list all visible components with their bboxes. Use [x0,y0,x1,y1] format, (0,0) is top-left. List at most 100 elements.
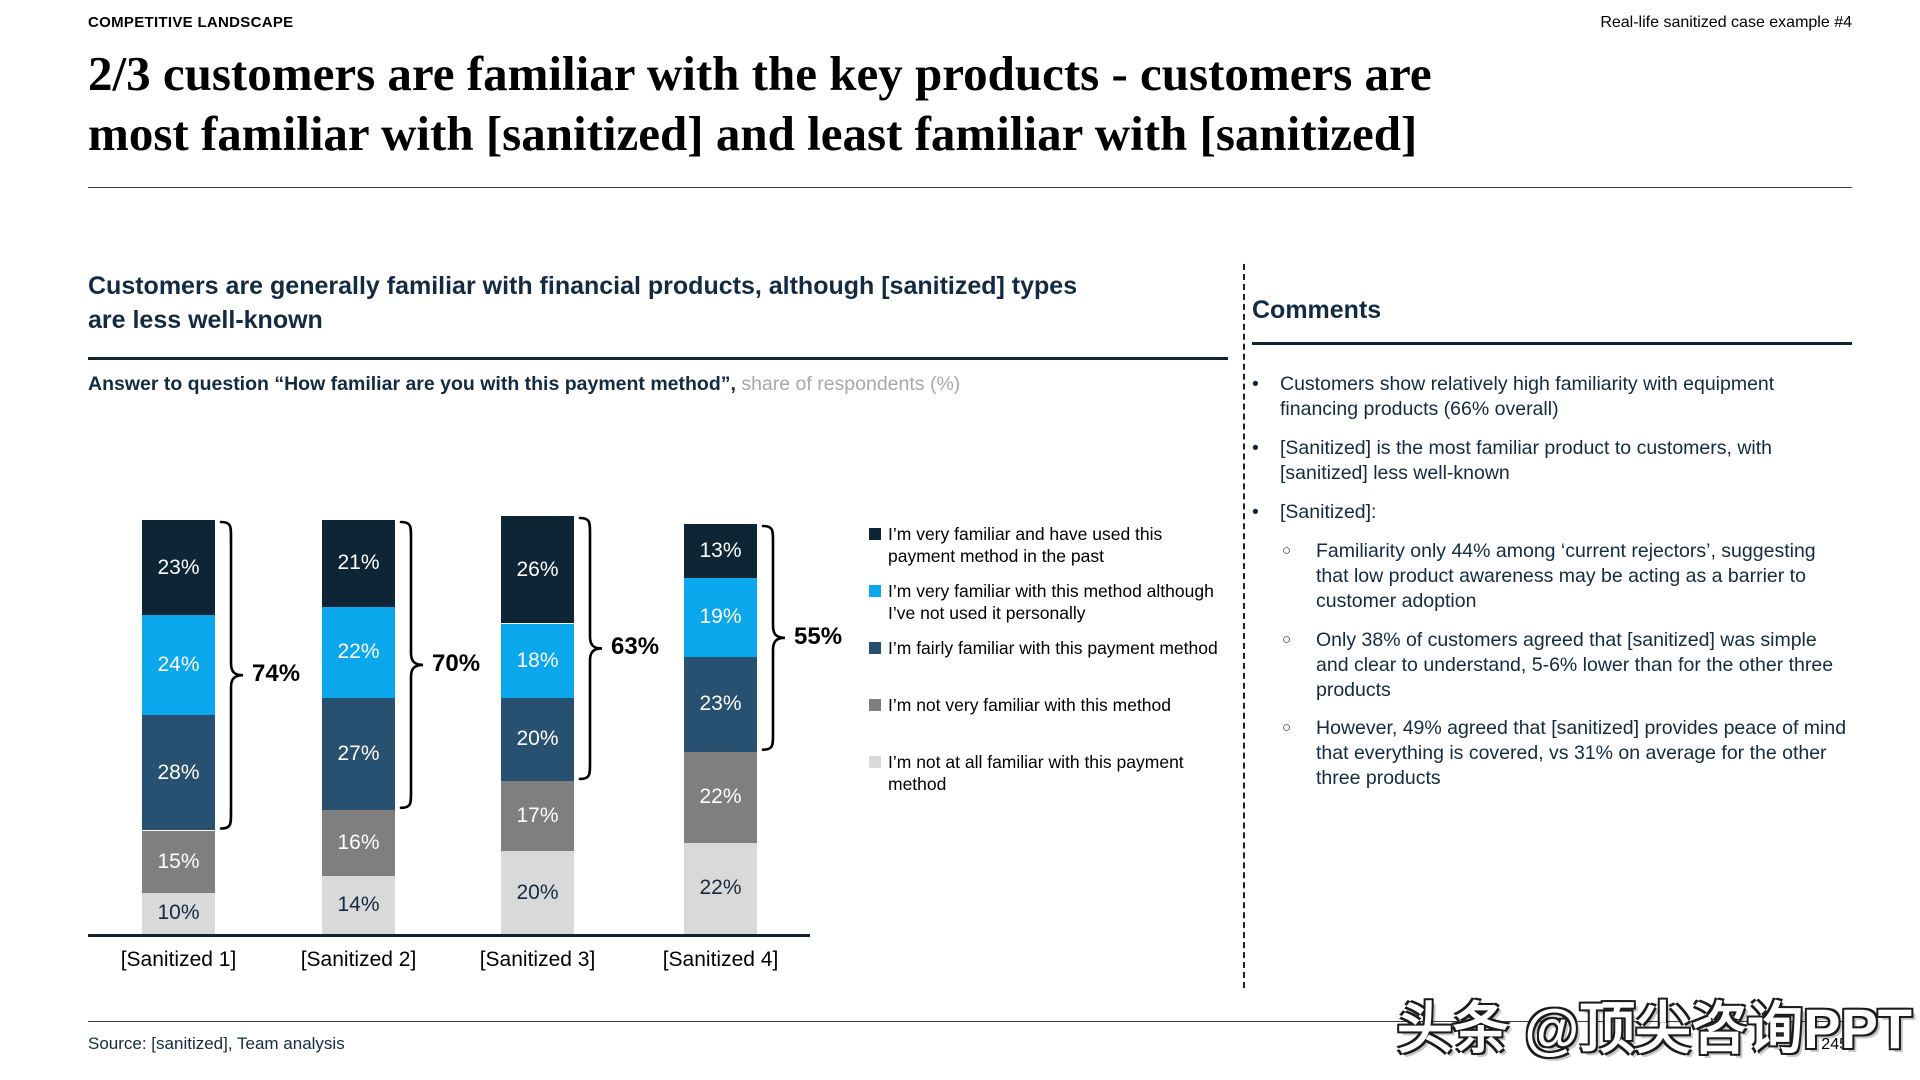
bar-segment: 22% [322,606,395,699]
bar-segment: 27% [322,698,395,810]
chart-subtitle-note: share of respondents (%) [735,373,961,395]
legend-label: I’m not very familiar with this method [888,695,1172,715]
comments-panel: Comments • Customers show relatively high… [1252,296,1852,805]
title-divider [88,187,1852,188]
bar-segment: 23% [684,656,757,752]
heading-divider [88,357,1228,360]
legend-item: I’m very familiar and have used this pay… [869,524,1219,570]
segment-value-label: 20% [516,727,559,751]
segment-value-label: 28% [157,760,200,784]
legend-swatch [869,642,881,654]
legend-label: I’m fairly familiar with this payment me… [888,638,1218,658]
bar-segment: 20% [501,698,574,781]
chart-panel-heading: Customers are generally familiar with fi… [88,272,1078,334]
bracket-total-label: 70% [432,649,481,677]
category-label: [Sanitized 1] [120,948,237,971]
footer-divider [88,1021,1848,1022]
watermark: 头条 @顶尖咨询PPT [1396,997,1912,1060]
eyebrow-label: COMPETITIVE LANDSCAPE [88,14,294,31]
bar-segment: 19% [684,577,757,657]
bullet-marker: • [1252,436,1259,459]
category-label: [Sanitized 4] [662,948,779,971]
segment-value-label: 18% [516,648,559,672]
legend-label: I’m very familiar with this method altho… [888,581,1214,623]
legend-item: I’m fairly familiar with this payment me… [869,638,1219,684]
bar-segment: 22% [684,842,757,934]
legend-item: I’m very familiar with this method altho… [869,581,1219,627]
bullet-marker: • [1252,373,1259,395]
legend-swatch [869,699,881,711]
bullet-text: Only 38% of customers agreed that [sanit… [1316,628,1834,701]
bar-segment: 16% [322,809,395,877]
bar-segment: 24% [142,615,215,715]
comments-list: • Customers show relatively high familiar… [1252,372,1852,791]
bullet-text: Familiarity only 44% among ‘current reje… [1316,539,1816,612]
bracket-brace [578,516,603,781]
segment-value-label: 24% [157,652,200,676]
segment-value-label: 22% [699,876,742,900]
bracket-brace [761,524,786,752]
bullet-text: [Sanitized] is the most familiar product… [1280,436,1773,484]
category-label: [Sanitized 3] [479,948,596,971]
legend-swatch [869,528,881,540]
segment-value-label: 15% [157,849,200,873]
bullet-marker: ○ [1282,541,1292,559]
case-example-label: Real-life sanitized case example #4 [1600,14,1852,31]
bar-segment: 21% [322,520,395,607]
bar-segment: 18% [501,623,574,699]
segment-value-label: 26% [516,557,559,581]
page-number: 245 [1821,1036,1848,1053]
bullet-marker: ○ [1282,630,1292,648]
segment-value-label: 20% [516,880,559,904]
chart-subtitle: Answer to question “How familiar are you… [88,372,1238,397]
bullet-marker: • [1252,500,1259,523]
bar-segment: 26% [501,515,574,624]
x-axis-line [88,934,810,937]
bracket-total-label: 63% [611,633,660,661]
comments-divider [1252,342,1852,345]
segment-value-label: 22% [337,640,380,664]
legend-item: I’m not at all familiar with this paymen… [869,752,1219,798]
legend-swatch [869,756,881,768]
bullet-text: Customers show relatively high familiari… [1280,373,1775,420]
bullet-text: However, 49% agreed that [sanitized] pro… [1316,717,1847,790]
segment-value-label: 16% [337,830,380,854]
slide-title: 2/3 customers are familiar with the key … [88,46,1432,161]
segment-value-label: 13% [699,539,742,563]
segment-value-label: 14% [337,893,380,916]
segment-value-label: 19% [699,605,742,629]
comment-bullet: • Customers show relatively high familiar… [1252,372,1852,422]
legend-label: I’m not at all familiar with this paymen… [888,752,1184,794]
legend-label: I’m very familiar and have used this pay… [888,524,1163,566]
comment-bullet: • [Sanitized] is the most familiar produc… [1252,436,1852,486]
source-note: Source: [sanitized], Team analysis [88,1034,345,1053]
bracket-brace [399,520,424,810]
segment-value-label: 10% [157,901,200,925]
comment-sub-bullet: ○ However, 49% agreed that [sanitized] pr… [1252,716,1852,791]
bracket-brace [219,520,244,830]
panel-divider [1243,264,1245,988]
segment-value-label: 23% [699,692,742,716]
chart-canvas: 23% 24% 28% 15% 10% 74% [Sanitized 1] 21% 22% 27%… [88,430,1238,1010]
segment-value-label: 27% [337,741,380,765]
comments-title: Comments [1252,296,1382,324]
bar-segment: 13% [684,524,757,578]
bullet-marker: ○ [1282,719,1292,737]
legend-item: I’m not very familiar with this method [869,695,1219,741]
bar-segment: 28% [142,714,215,831]
bar-segment: 22% [684,751,757,843]
bar-segment: 20% [501,851,574,934]
comment-sub-bullet: ○ Familiarity only 44% among ‘current rej… [1252,539,1852,614]
comment-bullet: • [Sanitized]: [1252,500,1852,525]
category-label: [Sanitized 2] [300,948,417,971]
bar-segment: 17% [501,780,574,852]
bar-segment: 23% [142,520,215,616]
bar-segment: 15% [142,830,215,893]
segment-value-label: 23% [157,555,200,579]
chart-subtitle-question: Answer to question “How familiar are you… [88,373,736,395]
comment-sub-bullet: ○ Only 38% of customers agreed that [sani… [1252,628,1852,703]
bracket-total-label: 74% [252,660,301,688]
bullet-text: [Sanitized]: [1280,500,1377,523]
bar-segment: 14% [322,876,395,934]
